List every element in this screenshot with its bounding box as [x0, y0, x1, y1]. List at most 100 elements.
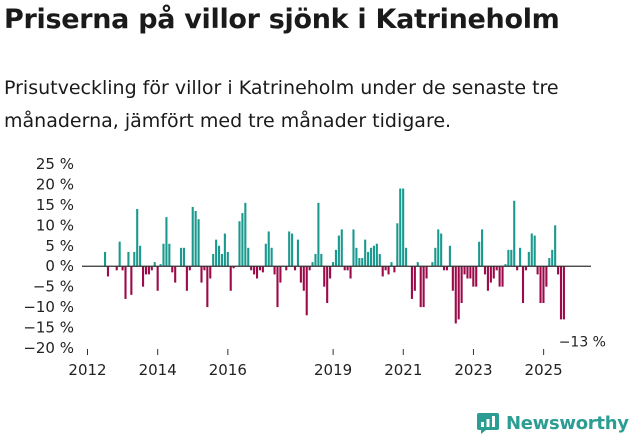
- bar: [495, 266, 498, 271]
- x-tick-label: 2012: [68, 361, 106, 379]
- bar: [410, 266, 413, 299]
- bar-series: [82, 188, 591, 324]
- bar: [209, 266, 212, 279]
- bar: [419, 266, 422, 308]
- bar: [291, 233, 294, 267]
- bar: [413, 266, 416, 291]
- bar: [220, 253, 224, 267]
- bar: [203, 266, 206, 271]
- bar: [241, 213, 244, 267]
- bar: [247, 247, 250, 267]
- bar: [501, 266, 504, 287]
- bar: [191, 206, 194, 267]
- bar: [533, 235, 536, 267]
- bar: [215, 239, 218, 267]
- bar: [323, 266, 326, 287]
- bar: [475, 266, 478, 287]
- bar: [253, 266, 256, 275]
- bar: [261, 266, 264, 273]
- y-tick-label: 0 %: [45, 257, 74, 275]
- bar: [194, 211, 197, 267]
- bar: [381, 266, 384, 277]
- bar: [250, 266, 253, 271]
- bar: [308, 266, 311, 271]
- bar: [519, 247, 522, 267]
- x-tick-label: 2023: [454, 361, 492, 379]
- bar: [270, 247, 273, 267]
- bar: [393, 266, 396, 273]
- bar: [156, 266, 159, 291]
- bar: [545, 266, 548, 287]
- bar: [293, 266, 297, 271]
- bar: [510, 249, 513, 267]
- newsworthy-logo-icon: [477, 413, 499, 434]
- bar: [285, 266, 288, 271]
- bar: [369, 247, 373, 267]
- bar: [557, 266, 560, 275]
- bar: [127, 251, 130, 267]
- bar: [302, 266, 305, 291]
- bar: [139, 245, 142, 267]
- bar: [124, 266, 127, 299]
- y-tick-label: −5 %: [33, 278, 74, 296]
- bar: [267, 231, 270, 267]
- bar: [141, 266, 145, 287]
- bar: [387, 266, 390, 275]
- chart-subtitle: Prisutveckling för villor i Katrineholm …: [4, 77, 559, 132]
- bar: [305, 266, 308, 316]
- x-axis: 2012 2014 2016 2019 2021 2023 2025: [68, 349, 563, 379]
- bar: [144, 266, 148, 275]
- bar: [130, 266, 133, 295]
- bar: [489, 266, 492, 283]
- bar: [390, 262, 393, 267]
- bar: [255, 266, 259, 279]
- bar: [174, 266, 177, 283]
- bar: [361, 258, 364, 267]
- bar: [445, 266, 449, 271]
- y-tick-label: 10 %: [36, 216, 74, 234]
- bar: [334, 249, 337, 267]
- bar: [425, 266, 428, 279]
- bar: [559, 266, 563, 320]
- bar: [562, 266, 565, 320]
- x-tick-label: 2021: [384, 361, 422, 379]
- bar: [279, 266, 282, 283]
- bar: [288, 231, 291, 267]
- bar: [527, 251, 530, 267]
- chart-title: Priserna på villor sjönk i Katrineholm: [4, 4, 560, 35]
- bar: [507, 249, 510, 267]
- bar: [346, 266, 349, 271]
- bar: [372, 245, 375, 267]
- y-tick-label: −10 %: [23, 298, 74, 316]
- bar: [104, 251, 107, 267]
- bar: [521, 266, 525, 304]
- bar: [492, 266, 495, 279]
- bar: [536, 266, 539, 275]
- y-tick-label: −20 %: [23, 339, 74, 357]
- bar: [276, 266, 279, 308]
- bar: [317, 202, 320, 267]
- bar: [530, 233, 533, 267]
- bar: [463, 266, 466, 275]
- bar: [343, 266, 346, 271]
- bar: [402, 188, 405, 267]
- bar: [378, 253, 381, 267]
- bar: [539, 266, 542, 304]
- bar: [416, 262, 419, 267]
- bar: [542, 266, 545, 304]
- bar: [106, 266, 110, 277]
- bar: [358, 258, 361, 267]
- bar: [115, 266, 118, 271]
- bar: [264, 243, 267, 267]
- bar: [451, 266, 454, 291]
- bar: [165, 217, 168, 267]
- bar: [422, 266, 425, 308]
- bar: [486, 266, 489, 291]
- bar: [498, 266, 501, 287]
- bar: [223, 233, 226, 267]
- bar: [551, 249, 554, 267]
- bar: [472, 266, 475, 287]
- bar: [504, 264, 507, 267]
- bar: [182, 247, 186, 267]
